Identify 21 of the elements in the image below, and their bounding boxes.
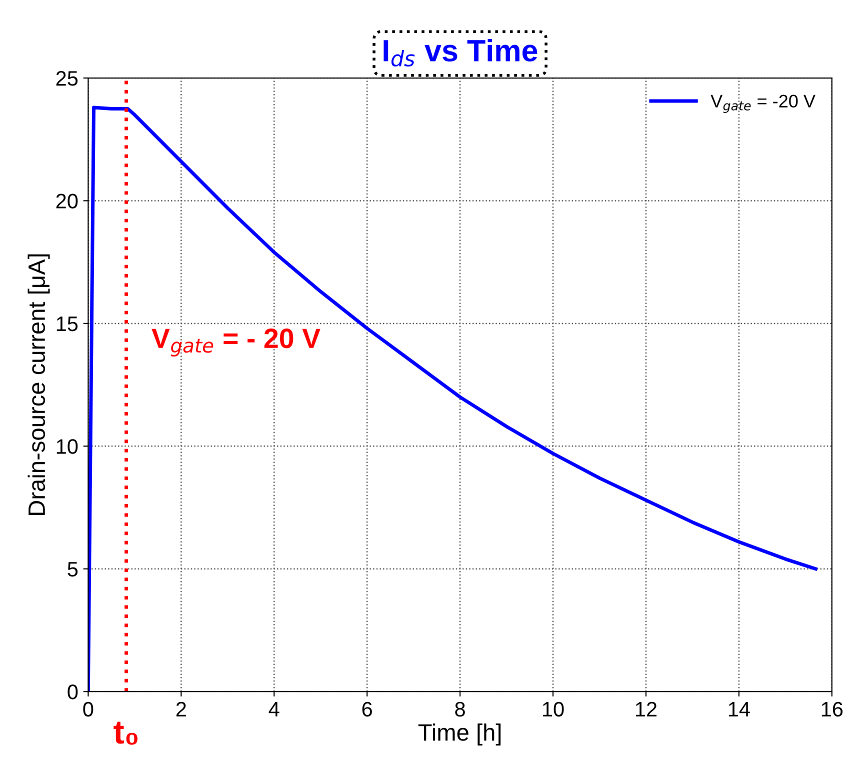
- x-tick-label: 14: [728, 702, 750, 716]
- x-tick-label: 0: [83, 702, 94, 717]
- y-tick-label: 20: [56, 194, 78, 208]
- x-tick-label: 6: [362, 702, 372, 717]
- y-tick-label: 25: [56, 71, 78, 86]
- annotation: V$_{gate}$ = - 20 V: [152, 328, 320, 357]
- chart-title: I$_{ds}$ vs Time: [384, 39, 538, 67]
- y-tick-label: 0: [68, 684, 78, 700]
- x-tick-label: 10: [543, 702, 564, 717]
- y-axis-title: Drain-source current [μA]: [28, 254, 50, 515]
- x-tick-label: 16: [822, 702, 843, 717]
- x-tick-label: 12: [636, 702, 657, 716]
- x-tick-label: 4: [268, 702, 280, 716]
- y-tick-label: 15: [56, 316, 78, 332]
- y-tick-label: 5: [68, 562, 78, 577]
- y-tick-label: 10: [56, 439, 78, 454]
- ref-line-label: t₀: [114, 722, 138, 745]
- x-axis-title: Time [h]: [418, 723, 501, 746]
- legend-label: V$_{gate}$ = -20 V: [710, 94, 816, 113]
- x-tick-label: 2: [176, 702, 186, 716]
- x-tick-label: 8: [455, 702, 465, 717]
